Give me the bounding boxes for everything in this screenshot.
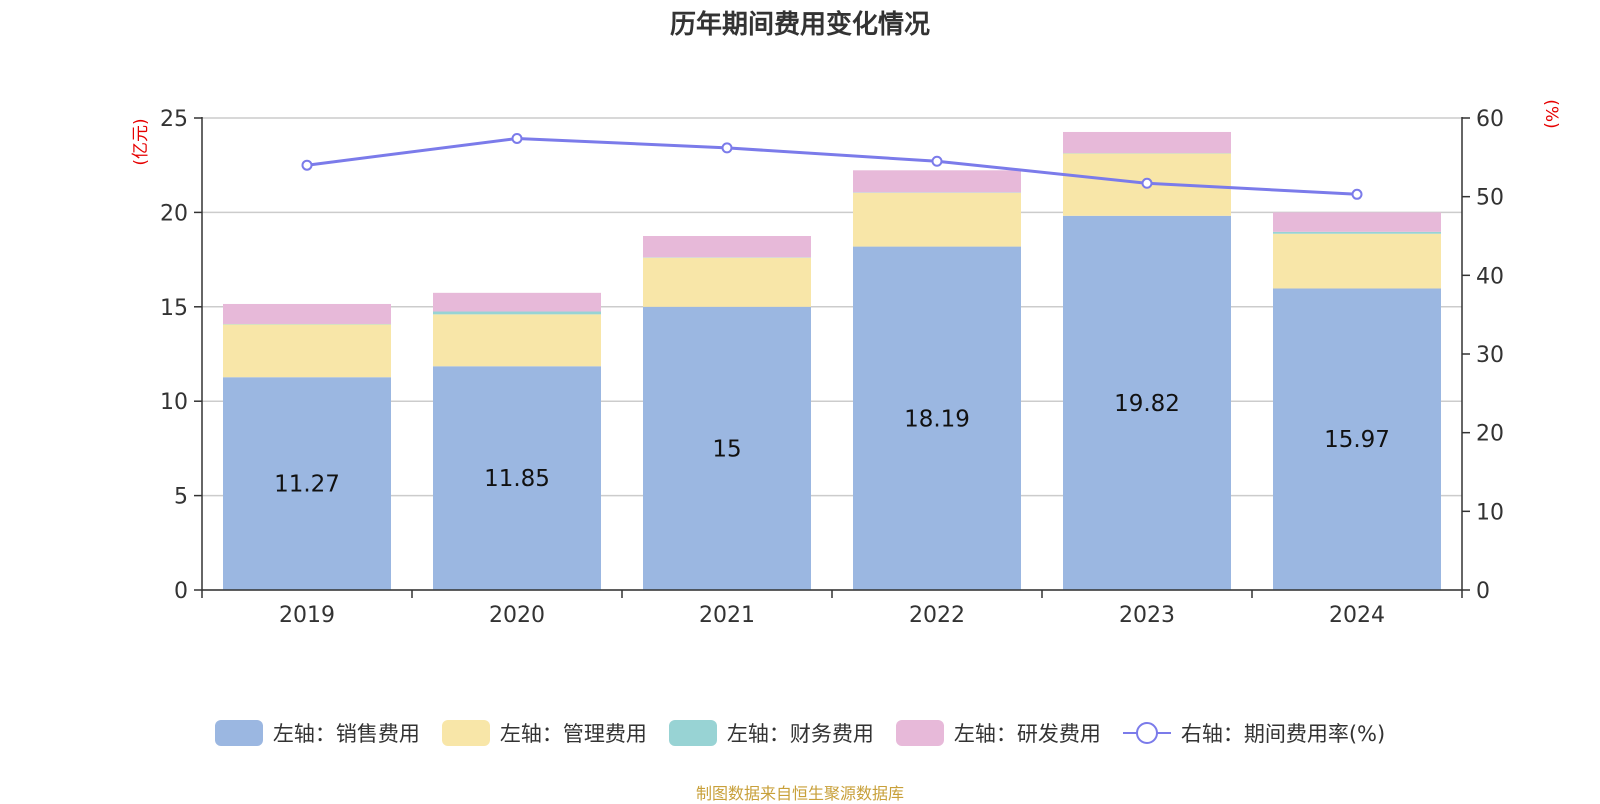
line-point-2020 [513, 134, 522, 143]
right-tick-label-30: 30 [1476, 343, 1504, 368]
data-label-sales-2020: 11.85 [484, 466, 550, 492]
bar-admin-2022 [853, 193, 1021, 247]
legend-line-marker-icon [1123, 720, 1171, 746]
legend-swatch-finance [669, 720, 717, 746]
bar-rd-2022 [853, 170, 1021, 192]
bar-admin-2019 [223, 324, 391, 377]
bar-rd-2024 [1273, 212, 1441, 231]
left-tick-label-0: 0 [174, 579, 188, 604]
legend-label-admin: 左轴：管理费用 [500, 718, 647, 748]
left-tick-label-5: 5 [174, 485, 188, 510]
bar-admin-2021 [643, 258, 811, 307]
legend-item-admin[interactable]: 左轴：管理费用 [442, 718, 647, 748]
line-point-2024 [1353, 190, 1362, 199]
right-tick-label-0: 0 [1476, 579, 1490, 604]
data-label-sales-2021: 15 [712, 436, 741, 462]
x-tick-label-2019: 2019 [279, 603, 335, 628]
legend-label-sales: 左轴：销售费用 [273, 718, 420, 748]
line-point-2023 [1143, 179, 1152, 188]
legend-label-finance: 左轴：财务费用 [727, 718, 874, 748]
bar-admin-2024 [1273, 234, 1441, 289]
source-footer: 制图数据来自恒生聚源数据库 [0, 780, 1600, 804]
x-tick-label-2022: 2022 [909, 603, 965, 628]
line-point-2019 [303, 161, 312, 170]
x-tick-label-2024: 2024 [1329, 603, 1385, 628]
right-tick-label-50: 50 [1476, 186, 1504, 211]
bar-rd-2023 [1063, 132, 1231, 153]
right-tick-label-20: 20 [1476, 422, 1504, 447]
legend-item-expense-rate[interactable]: 右轴：期间费用率(%) [1123, 718, 1385, 748]
legend-swatch-sales [215, 720, 263, 746]
legend-item-sales[interactable]: 左轴：销售费用 [215, 718, 420, 748]
line-point-2021 [723, 143, 732, 152]
bar-admin-2020 [433, 314, 601, 366]
left-tick-label-20: 20 [160, 201, 188, 226]
chart-canvas: 0 5 10 15 20 25 0 10 20 30 40 50 60 11.27 2019 11.85 202… [0, 0, 1600, 700]
legend-item-rd[interactable]: 左轴：研发费用 [896, 718, 1101, 748]
x-tick-label-2021: 2021 [699, 603, 755, 628]
right-tick-label-60: 60 [1476, 107, 1504, 132]
bar-rd-2020 [433, 293, 601, 312]
right-tick-label-10: 10 [1476, 500, 1504, 525]
left-tick-label-25: 25 [160, 107, 188, 132]
data-label-sales-2023: 19.82 [1114, 391, 1180, 417]
bar-finance-2024 [1273, 232, 1441, 234]
data-label-sales-2024: 15.97 [1324, 427, 1390, 453]
right-axis-unit: (%) [1541, 99, 1561, 128]
legend-item-finance[interactable]: 左轴：财务费用 [669, 718, 874, 748]
x-tick-label-2023: 2023 [1119, 603, 1175, 628]
bar-rd-2021 [643, 236, 811, 257]
bar-rd-2019 [223, 304, 391, 324]
legend: 左轴：销售费用 左轴：管理费用 左轴：财务费用 左轴：研发费用 右轴：期间费用率… [0, 718, 1600, 748]
left-tick-label-10: 10 [160, 390, 188, 415]
right-tick-label-40: 40 [1476, 264, 1504, 289]
data-label-sales-2019: 11.27 [274, 472, 340, 498]
data-label-sales-2022: 18.19 [904, 406, 970, 432]
legend-line-circle [1137, 723, 1157, 743]
legend-label-expense-rate: 右轴：期间费用率(%) [1181, 718, 1385, 748]
legend-label-rd: 左轴：研发费用 [954, 718, 1101, 748]
left-tick-label-15: 15 [160, 296, 188, 321]
line-point-2022 [933, 157, 942, 166]
bar-finance-2020 [433, 312, 601, 315]
left-axis-unit: (亿元) [131, 118, 151, 165]
legend-swatch-rd [896, 720, 944, 746]
x-tick-label-2020: 2020 [489, 603, 545, 628]
legend-swatch-admin [442, 720, 490, 746]
